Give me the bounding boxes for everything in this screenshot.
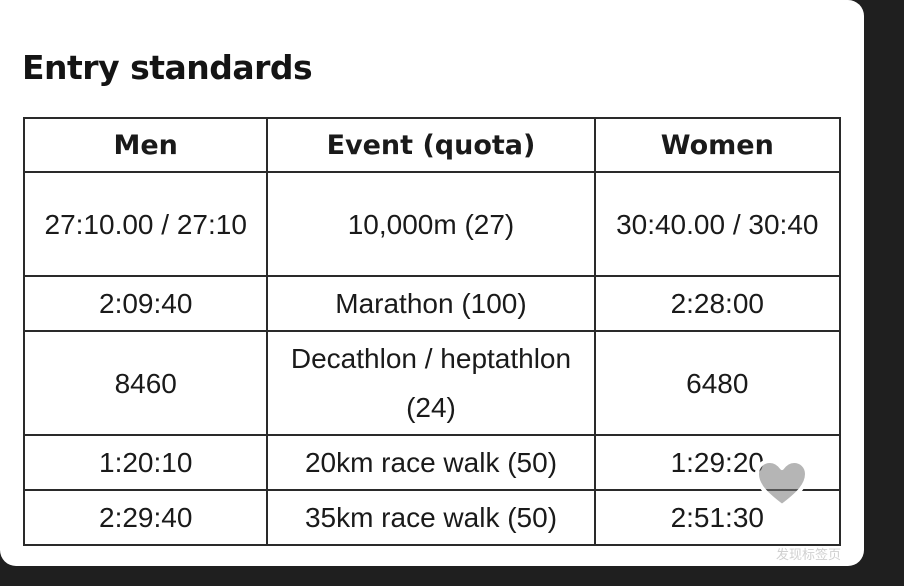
cell-women: 6480 [593,330,842,436]
cell-event: 20km race walk (50) [266,434,596,491]
entry-standards-table: Men Event (quota) Women 27:10.00 / 27:10… [22,117,842,546]
cell-event: Decathlon / heptathlon (24) [266,330,596,436]
page-title: Entry standards [22,48,313,87]
heart-icon[interactable] [754,458,810,510]
table-row: 8460 Decathlon / heptathlon (24) 6480 [22,330,842,436]
cell-women: 2:51:30 [593,489,842,546]
cell-women: 2:28:00 [593,275,842,332]
cell-men: 2:29:40 [22,489,269,546]
header-event: Event (quota) [266,117,596,173]
table-row: 1:20:10 20km race walk (50) 1:29:20 [22,434,842,491]
cell-men: 8460 [22,330,269,436]
cell-event: 35km race walk (50) [266,489,596,546]
header-men: Men [22,117,269,173]
watermark-text: 发现标签页 [776,547,842,562]
cell-men: 27:10.00 / 27:10 [22,171,269,277]
header-women: Women [593,117,842,173]
table-row: 27:10.00 / 27:10 10,000m (27) 30:40.00 /… [22,171,842,277]
table-header-row: Men Event (quota) Women [22,117,842,173]
cell-men: 2:09:40 [22,275,269,332]
table-row: 2:09:40 Marathon (100) 2:28:00 [22,275,842,332]
cell-event: 10,000m (27) [266,171,596,277]
cell-women: 30:40.00 / 30:40 [593,171,842,277]
cell-men: 1:20:10 [22,434,269,491]
entry-standards-card: Entry standards Men Event (quota) Women … [0,0,864,566]
cell-event: Marathon (100) [266,275,596,332]
table-row: 2:29:40 35km race walk (50) 2:51:30 [22,489,842,546]
